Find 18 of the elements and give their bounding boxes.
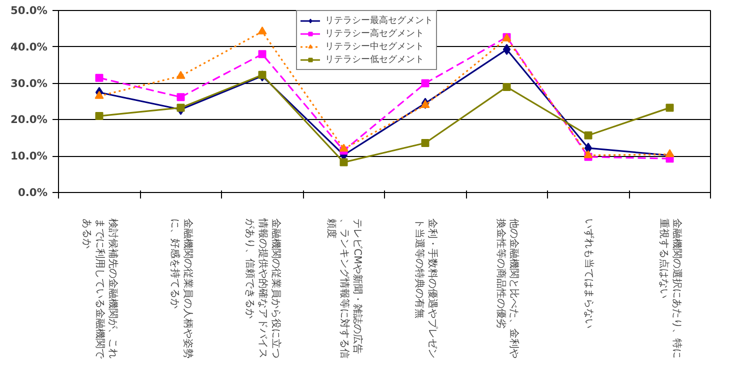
legend-label: リテラシー高セグメント: [325, 28, 424, 40]
x-tick-label: いずれも当てはまらない: [582, 218, 595, 328]
x-tick-label: テレビCMや新聞・雑誌の広告、ランキング情報等に対する信頼度: [325, 218, 364, 358]
y-tick-label: 0.0%: [18, 186, 48, 199]
x-tick-label: 金融機関の従業員から役に立つ情報の提供や的確なアドバイスがあり、信頼できるか: [244, 218, 282, 358]
x-tick-label: 検討候補先の金融機関が、これまでに利用している金融機関であるか: [80, 218, 119, 360]
y-tick-label: 10.0%: [10, 150, 48, 163]
x-tick-label: 金融機関の選択にあたり、特に重視する点はない: [658, 218, 683, 358]
legend-label: リテラシー低セグメント: [325, 54, 424, 66]
legend-label: リテラシー最高セグメント: [325, 14, 433, 27]
y-tick-label: 20.0%: [10, 113, 48, 126]
legend-label: リテラシー中セグメント: [325, 40, 424, 53]
y-tick-label: 50.0%: [10, 4, 48, 17]
x-tick-label: 他の金融機関と比べた、金利や換金性等の商品性の優劣: [494, 218, 520, 358]
y-tick-label: 30.0%: [10, 76, 48, 90]
x-tick-label: 金融機関の従業員の人柄や姿勢に、好感を持てるか: [168, 218, 194, 358]
x-tick-label: 金利・手数料の優遇やプレゼント当選等の特典の有無: [413, 218, 438, 358]
y-tick-label: 40.0%: [10, 40, 48, 54]
